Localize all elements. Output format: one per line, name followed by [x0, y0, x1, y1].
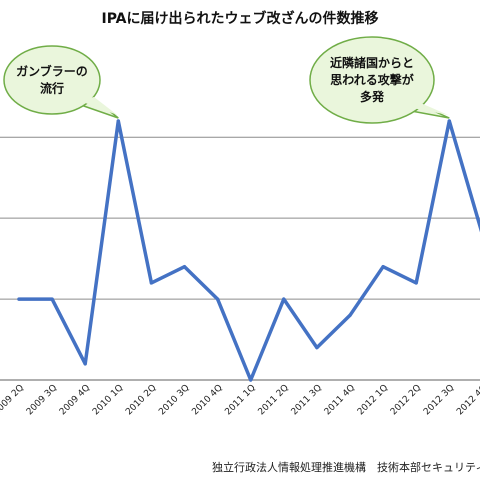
chart-title: IPAに届け出られたウェブ改ざんの件数推移 — [101, 10, 378, 27]
grid-lines — [0, 136, 480, 381]
x-tick-label: 2012 2Q — [389, 383, 423, 417]
callout-joint — [397, 101, 449, 115]
x-tick-label: 2012 3Q — [422, 383, 456, 417]
data-point-0 — [17, 297, 21, 301]
callout-bubble — [309, 36, 435, 124]
data-point-8 — [282, 297, 286, 301]
x-tick-label: 2010 2Q — [124, 383, 158, 417]
data-point-7 — [249, 378, 253, 382]
data-point-10 — [348, 313, 352, 317]
data-point-13 — [447, 119, 451, 123]
series-layer — [17, 119, 480, 382]
data-point-5 — [182, 265, 187, 269]
x-tick-label: 2011 4Q — [323, 383, 357, 417]
x-tick-label: 2009 3Q — [25, 383, 59, 417]
data-point-11 — [381, 265, 385, 269]
series-line — [17, 119, 480, 382]
callout-text-line: ガンブラーの — [16, 64, 88, 79]
x-tick-label: 2012 4Q — [455, 383, 480, 417]
callout-text-line: 思われる攻撃が — [330, 72, 413, 87]
x-tick-label: 2010 4Q — [190, 383, 224, 417]
data-point-4 — [149, 281, 153, 285]
data-point-12 — [414, 281, 418, 285]
data-point-9 — [315, 346, 319, 350]
x-tick-label: 2010 3Q — [157, 383, 191, 417]
x-tick-label: 2012 1Q — [356, 383, 390, 417]
data-point-1 — [50, 297, 54, 301]
data-point-6 — [216, 297, 220, 301]
x-tick-label: 2011 3Q — [290, 383, 324, 417]
x-tick-label: 2011 2Q — [257, 383, 291, 417]
callout-bubble — [3, 45, 101, 115]
x-tick-label: 2009 4Q — [58, 383, 92, 417]
callout-text-line: 流行 — [40, 81, 64, 96]
data-point-2 — [83, 362, 87, 366]
callout-text-line: 多発 — [360, 89, 385, 104]
x-tick-label: 2010 1Q — [91, 383, 125, 417]
callout-text-line: 近隣諸国からと — [330, 55, 414, 70]
source-credit: 独立行政法人情報処理推進機構 技術本部セキュリティ — [212, 460, 480, 474]
x-tick-label: 2009 2Q — [0, 383, 26, 417]
callout-joint — [80, 97, 118, 115]
data-point-3 — [116, 119, 120, 123]
x-tick-label: 2011 1Q — [223, 383, 257, 417]
